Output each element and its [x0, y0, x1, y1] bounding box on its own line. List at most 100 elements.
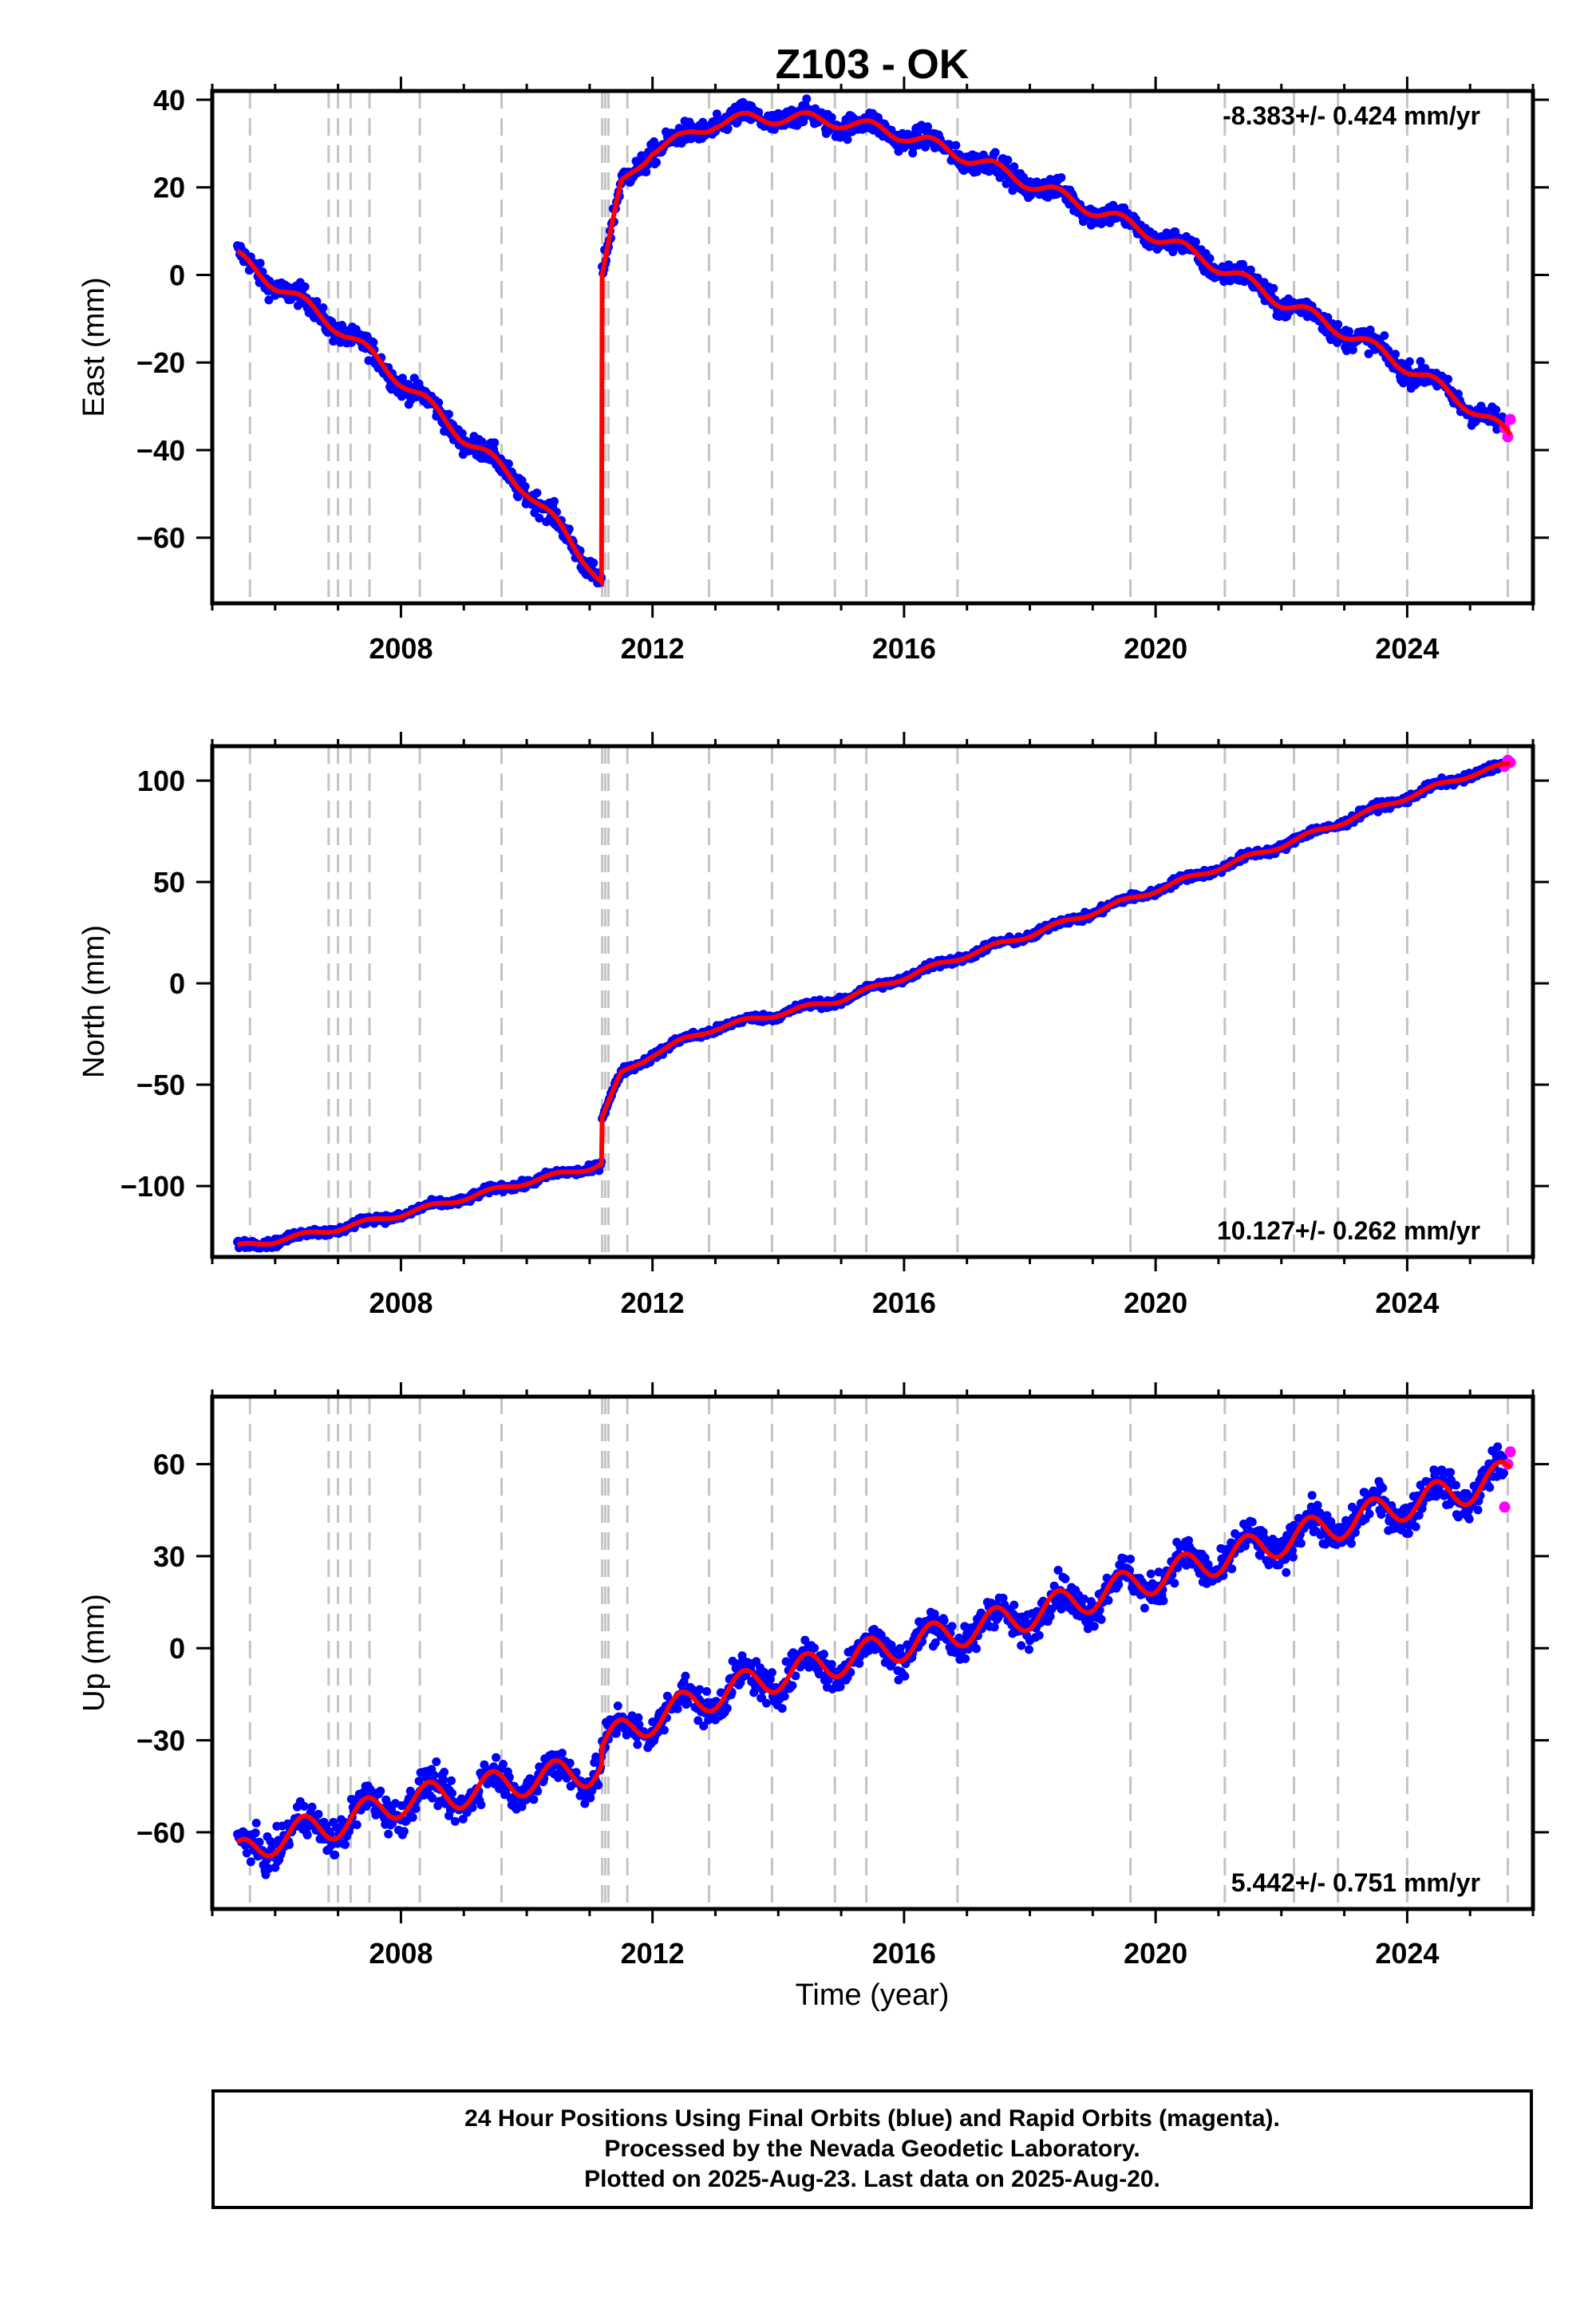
data-point	[613, 1701, 622, 1710]
data-point	[1003, 156, 1013, 164]
x-tick-label: 2008	[369, 1286, 433, 1319]
data-point	[448, 1788, 456, 1798]
data-point	[246, 1857, 255, 1867]
data-point	[550, 496, 559, 506]
data-point	[384, 1829, 393, 1839]
final-orbit-points	[233, 1442, 1509, 1879]
data-point	[1104, 1595, 1113, 1605]
data-point	[1452, 1480, 1460, 1490]
data-point	[1096, 1614, 1106, 1624]
data-point	[264, 295, 274, 305]
y-tick-label: 50	[153, 866, 185, 899]
rapid-orbit-point	[1504, 413, 1516, 425]
data-point	[1333, 320, 1343, 329]
data-point	[723, 124, 733, 133]
data-point	[499, 1760, 508, 1769]
data-point	[490, 438, 500, 448]
data-point	[702, 1686, 712, 1696]
data-point	[1089, 1622, 1099, 1631]
data-point	[408, 1812, 417, 1822]
data-point	[1238, 259, 1247, 269]
data-point	[633, 1740, 642, 1749]
y-tick-label: 20	[153, 172, 185, 204]
final-orbit-points	[233, 94, 1509, 588]
data-point	[1307, 1491, 1317, 1500]
data-point	[447, 1776, 456, 1785]
data-point	[1346, 1539, 1356, 1548]
data-point	[827, 1660, 836, 1669]
data-point	[589, 558, 598, 567]
data-point	[659, 1725, 669, 1735]
x-tick-label: 2012	[621, 1286, 685, 1319]
y-tick-label: 100	[137, 765, 185, 797]
data-point	[397, 373, 407, 383]
data-point	[1345, 326, 1353, 336]
data-point	[1348, 345, 1357, 354]
chart-title: Z103 - OK	[776, 41, 970, 88]
model-fit-line	[236, 110, 1513, 587]
data-point	[1364, 349, 1373, 358]
x-tick-label: 2024	[1375, 1286, 1439, 1319]
data-point	[1491, 405, 1501, 414]
data-point	[341, 1840, 350, 1849]
data-point	[1380, 331, 1389, 340]
data-point	[330, 1850, 340, 1860]
data-point	[1227, 1564, 1237, 1574]
data-point	[1017, 1641, 1026, 1650]
data-point	[429, 1770, 439, 1780]
data-point	[299, 1801, 309, 1811]
y-tick-label: 0	[169, 967, 185, 1000]
data-point	[788, 1681, 797, 1690]
data-point	[923, 122, 932, 132]
data-point	[802, 94, 812, 104]
data-point	[1365, 1509, 1374, 1519]
data-point	[444, 409, 453, 419]
y-tick-label: 40	[153, 84, 185, 117]
data-point	[457, 429, 467, 438]
data-point	[900, 1671, 910, 1681]
data-point	[312, 297, 322, 306]
y-tick-label: −60	[136, 522, 185, 555]
velocity-rate-label: -8.383+/- 0.424 mm/yr	[1223, 101, 1480, 130]
data-point	[1411, 1522, 1420, 1531]
data-point	[1205, 254, 1215, 263]
x-tick-label: 2024	[1375, 632, 1439, 665]
plot-frame	[210, 89, 1535, 606]
data-point	[1498, 412, 1507, 421]
data-point	[673, 1704, 682, 1713]
data-point	[432, 1757, 441, 1766]
data-point	[642, 168, 651, 176]
y-tick-label: −20	[136, 346, 185, 379]
data-point	[255, 259, 265, 268]
x-tick-label: 2016	[872, 1286, 936, 1319]
data-point	[972, 1644, 981, 1654]
data-point	[990, 1622, 999, 1632]
data-point	[1404, 357, 1414, 366]
data-point	[532, 488, 542, 498]
data-point	[762, 1698, 771, 1708]
data-point	[1404, 1529, 1413, 1538]
y-tick-label: −100	[120, 1170, 185, 1203]
y-tick-label: −50	[136, 1069, 185, 1101]
data-point	[1159, 1596, 1168, 1606]
data-point	[1034, 1630, 1044, 1640]
data-point	[951, 140, 961, 150]
data-point	[777, 1704, 787, 1713]
data-point	[1391, 350, 1400, 359]
data-point	[1057, 173, 1066, 182]
data-point	[1282, 1567, 1291, 1577]
x-tick-label: 2012	[621, 632, 685, 665]
data-point	[827, 113, 836, 122]
data-point	[369, 338, 378, 347]
data-point	[1061, 1574, 1070, 1583]
data-point	[318, 303, 328, 312]
model-fit-line	[236, 761, 1511, 1247]
data-point	[314, 1809, 323, 1819]
data-point	[1170, 1579, 1179, 1588]
data-point	[1146, 1569, 1156, 1579]
data-point	[411, 1804, 421, 1813]
data-point	[1114, 1580, 1124, 1589]
data-point	[529, 1795, 539, 1804]
